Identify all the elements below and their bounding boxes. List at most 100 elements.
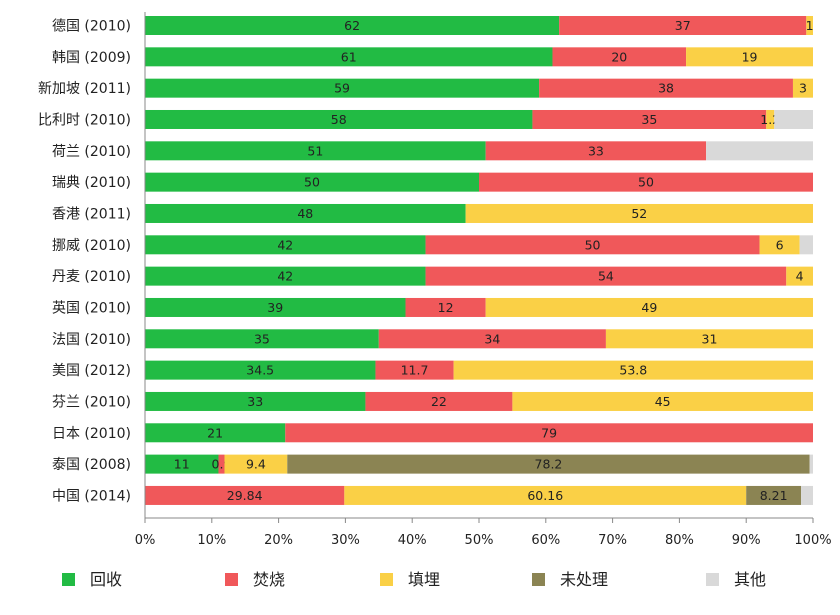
bar-segment (344, 485, 747, 505)
data-label: 42 (277, 269, 293, 284)
bar-segment (786, 266, 813, 286)
data-label: 58 (331, 112, 347, 127)
bar-segment (552, 47, 687, 67)
category-label: 美国 (2012) (52, 363, 131, 379)
bar-segment (706, 141, 813, 161)
category-label: 比利时 (2010) (38, 112, 131, 128)
x-tick-label: 0% (135, 533, 156, 548)
x-tick-label: 100% (794, 533, 831, 548)
data-label: 11.7 (401, 363, 429, 378)
bar-segment (145, 47, 553, 67)
data-label: 35 (641, 112, 657, 127)
data-label: 34.5 (246, 363, 274, 378)
data-label: 61 (341, 49, 357, 64)
bar-segment (145, 266, 426, 286)
bar-segment (512, 391, 813, 411)
x-tick-label: 50% (465, 533, 494, 548)
bar-segment (801, 485, 813, 505)
bar-segment (218, 454, 225, 474)
data-label: 79 (541, 425, 557, 440)
category-label: 韩国 (2009) (52, 50, 131, 66)
data-label: 31 (702, 331, 718, 346)
bar-segment (539, 78, 793, 98)
bar-segment (479, 172, 813, 192)
category-label: 德国 (2010) (52, 19, 131, 35)
bar-segment (485, 141, 707, 161)
data-label: 50 (304, 175, 320, 190)
bar-segment (559, 16, 807, 35)
category-label: 中国 (2014) (52, 488, 131, 504)
bar-segment (145, 203, 466, 223)
data-label: 49 (641, 300, 657, 315)
x-tick-label: 30% (331, 533, 360, 548)
bar-segment (145, 485, 345, 505)
bar-segment (605, 329, 813, 349)
x-tick-label: 80% (665, 533, 694, 548)
data-label: 54 (598, 269, 614, 284)
legend-label: 其他 (734, 570, 766, 589)
bar-segment (145, 141, 486, 161)
bar-segment (425, 266, 787, 286)
category-label: 泰国 (2008) (52, 457, 131, 473)
bar-segment (686, 47, 813, 67)
data-label: 37 (675, 18, 691, 33)
data-label: 48 (297, 206, 313, 221)
bar-segment (145, 297, 406, 317)
legend-swatch (62, 573, 75, 586)
bar-segment (145, 16, 560, 35)
x-tick-label: 90% (732, 533, 761, 548)
bar-segment (806, 16, 813, 35)
legend-swatch (225, 573, 238, 586)
bar-segment (145, 78, 540, 98)
bar-segment (532, 109, 767, 129)
bar-segment (799, 235, 813, 255)
data-label: 51 (307, 143, 323, 158)
data-label: 53.8 (619, 363, 647, 378)
category-label: 英国 (2010) (52, 299, 131, 316)
category-label: 丹麦 (2010) (52, 269, 131, 285)
legend-label: 焚烧 (253, 570, 285, 589)
category-label: 挪威 (2010) (52, 238, 131, 254)
bar-segment (378, 329, 606, 349)
data-label: 45 (655, 394, 671, 409)
bar-segment (405, 297, 486, 317)
category-label: 法国 (2010) (52, 332, 131, 348)
bar-segment (375, 360, 454, 380)
bar-segment (746, 485, 802, 505)
data-label: 62 (344, 18, 360, 33)
legend-label: 未处理 (560, 570, 608, 589)
bar-segment (759, 235, 800, 255)
x-tick-label: 70% (598, 533, 627, 548)
data-label: 3 (799, 81, 807, 96)
legend-swatch (706, 573, 719, 586)
data-label: 60.16 (527, 488, 563, 503)
category-label: 芬兰 (2010) (52, 394, 131, 410)
data-label: 29.84 (227, 488, 263, 503)
bar-segment (792, 78, 813, 98)
bar-segment (145, 329, 379, 349)
bar-segment (425, 235, 760, 255)
bar-segment (145, 360, 376, 380)
category-label: 荷兰 (2010) (52, 144, 131, 160)
bar-segment (145, 423, 286, 443)
x-tick-label: 60% (531, 533, 560, 548)
data-label: 21 (207, 425, 223, 440)
data-label: 22 (431, 394, 447, 409)
x-tick-label: 20% (264, 533, 293, 548)
data-label: 42 (277, 237, 293, 252)
data-label: 78.2 (535, 457, 563, 472)
category-label: 日本 (2010) (52, 426, 131, 442)
data-label: 33 (588, 143, 604, 158)
bar-segment (145, 391, 366, 411)
data-label: 39 (267, 300, 283, 315)
bar-segment (485, 297, 813, 317)
data-label: 52 (631, 206, 647, 221)
bar-segment (145, 454, 219, 474)
data-label: 35 (254, 331, 270, 346)
legend-label: 回收 (90, 570, 122, 589)
bar-segment (465, 203, 813, 223)
data-label: 4 (796, 269, 804, 284)
data-label: 38 (658, 81, 674, 96)
category-label: 新加坡 (2011) (38, 81, 131, 97)
